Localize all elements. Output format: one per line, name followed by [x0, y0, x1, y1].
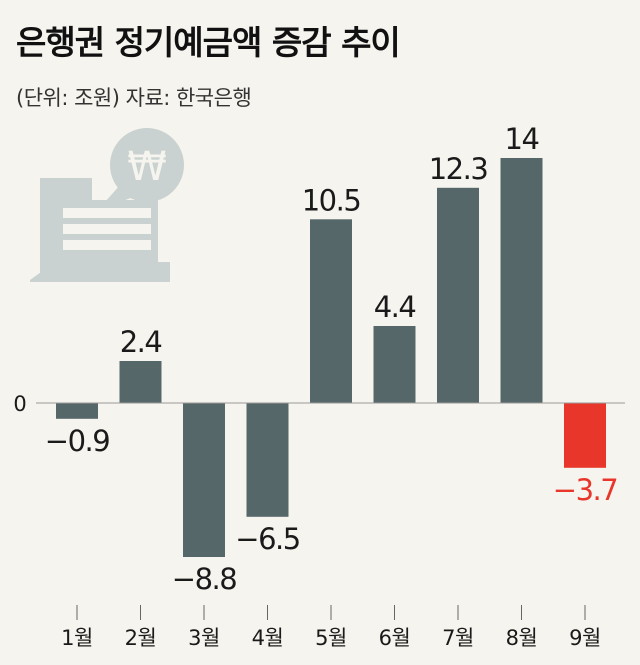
month-label-9: 9월 [569, 626, 601, 650]
value-label-9: −3.7 [553, 473, 617, 507]
value-labels-layer: −0.9 2.4 −8.8 −6.5 10.5 4.4 12.3 14 −3.7 [45, 122, 619, 596]
month-label-4: 4월 [252, 626, 284, 650]
month-label-8: 8월 [506, 626, 538, 650]
value-label-7: 12.3 [429, 152, 488, 186]
value-label-2: 2.4 [120, 325, 162, 359]
bar-2 [119, 361, 162, 403]
value-label-8: 14 [505, 122, 539, 156]
bankbook-won-icon: ₩ [30, 128, 184, 282]
month-label-6: 6월 [379, 626, 411, 650]
value-label-1: −0.9 [45, 424, 109, 458]
chart-subtitle: (단위: 조원) 자료: 한국은행 [16, 86, 252, 110]
value-label-4: −6.5 [235, 522, 299, 556]
value-label-5: 10.5 [302, 183, 361, 217]
bar-7 [437, 187, 479, 404]
bar-3 [183, 403, 225, 557]
bar-9 [564, 403, 606, 468]
month-label-7: 7월 [442, 626, 474, 650]
chart-title: 은행권 정기예금액 증감 추이 [16, 23, 401, 62]
value-label-3: −8.8 [172, 562, 236, 596]
bar-6 [373, 326, 416, 403]
bar-5 [310, 219, 352, 404]
value-label-6: 4.4 [374, 290, 416, 324]
bar-1 [56, 403, 98, 419]
zero-label: 0 [13, 392, 26, 416]
bar-4 [246, 403, 289, 517]
x-axis-ticks [76, 605, 586, 620]
bars-layer [56, 158, 606, 557]
bar-8 [500, 158, 543, 403]
month-label-5: 5월 [315, 626, 347, 650]
x-axis-labels: 1월 2월 3월 4월 5월 6월 7월 8월 9월 [61, 626, 601, 650]
month-label-2: 2월 [125, 626, 157, 650]
month-label-3: 3월 [188, 626, 220, 650]
month-label-1: 1월 [61, 626, 93, 650]
won-symbol: ₩ [127, 144, 167, 190]
